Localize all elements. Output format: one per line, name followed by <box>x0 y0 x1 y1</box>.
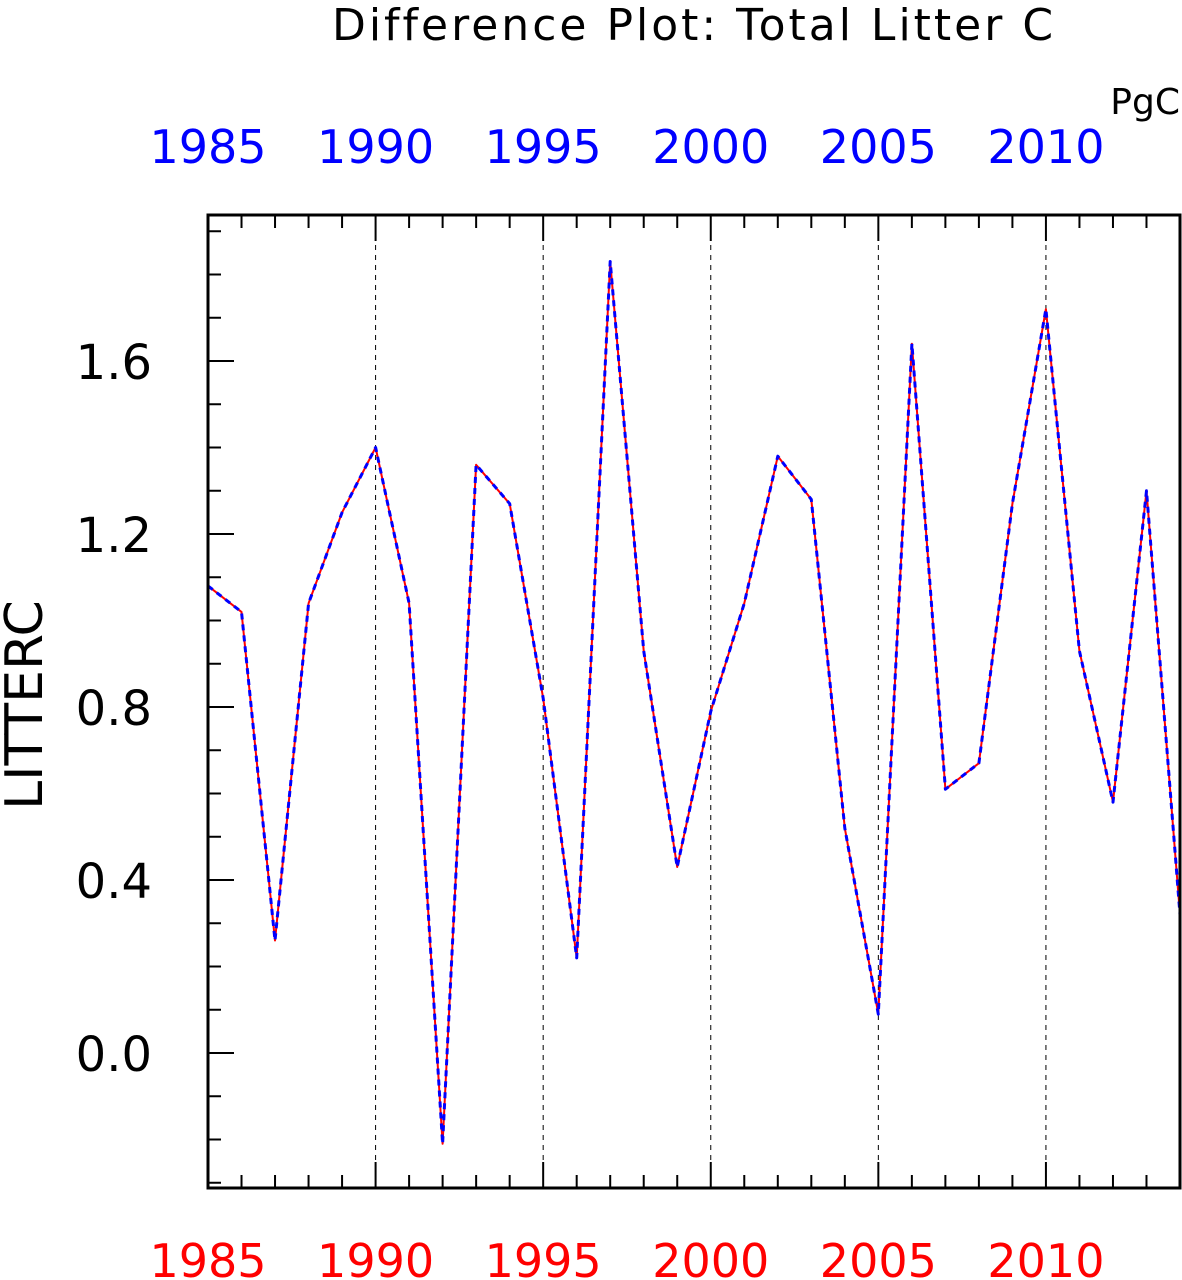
x-grid-lines <box>375 215 1047 1188</box>
y-axis-label: LITTERC <box>0 600 55 810</box>
y-tick-label: 0.4 <box>76 854 152 910</box>
x-tick-label-top: 1990 <box>317 120 434 174</box>
x-tick-label-bottom: 2010 <box>987 1234 1104 1280</box>
x-tick-label-top: 1985 <box>149 120 266 174</box>
units-label: PgC <box>1110 82 1180 123</box>
x-tick-label-bottom: 1985 <box>149 1234 266 1280</box>
x-tick-label-top: 2005 <box>820 120 937 174</box>
axis-ticks <box>207 215 1181 1188</box>
x-tick-label-top: 2000 <box>652 120 769 174</box>
y-tick-label: 0.0 <box>76 1027 152 1083</box>
x-tick-label-top: 1995 <box>485 120 602 174</box>
x-tick-label-bottom: 2005 <box>820 1234 937 1280</box>
tick-labels: 0.0 0.4 0.8 1.2 1.6 1985 1985 1990 1990 1995 1995 2… <box>76 120 1105 1280</box>
series-group <box>207 260 1182 1146</box>
plot-frame <box>206 213 1182 1190</box>
x-tick-label-bottom: 1995 <box>485 1234 602 1280</box>
x-tick-label-top: 2010 <box>987 120 1104 174</box>
series-line-red <box>207 260 1181 1145</box>
chart-title: Difference Plot: Total Litter C <box>332 0 1056 51</box>
x-tick-label-bottom: 1990 <box>317 1234 434 1280</box>
y-tick-label: 1.2 <box>76 508 152 564</box>
y-tick-label: 1.6 <box>76 335 152 391</box>
series-line-blue <box>207 260 1182 1146</box>
x-tick-label-bottom: 2000 <box>652 1234 769 1280</box>
y-tick-label: 0.8 <box>76 681 152 737</box>
